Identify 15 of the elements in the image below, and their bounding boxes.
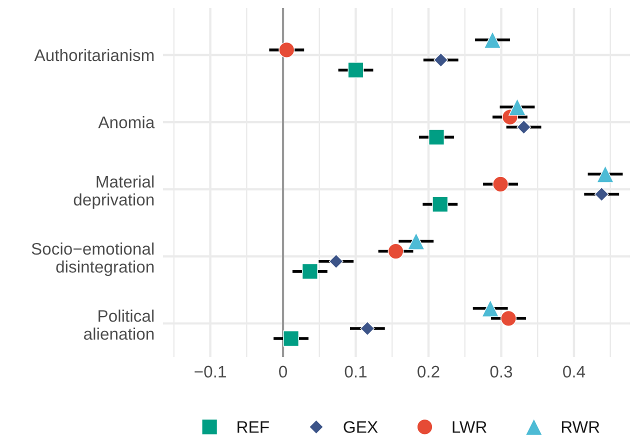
x-tick-label: 0 [279, 366, 288, 378]
legend-label: LWR [452, 421, 486, 433]
legend-label: RWR [562, 421, 600, 433]
legend-label: REF [238, 421, 269, 433]
x-tick-label: 0.3 [490, 366, 512, 378]
y-tick-label: Socio−emotional disintegration [32, 242, 154, 276]
x-tick-label: −0.1 [194, 366, 226, 378]
y-tick-label: Political alienation [84, 310, 154, 340]
legend-label: GEX [344, 421, 378, 433]
x-tick-label: 0.4 [563, 366, 586, 378]
y-tick-label: Authoritarianism [34, 48, 154, 62]
y-tick-label: Material deprivation [74, 175, 154, 209]
y-tick-label: Anomia [98, 116, 155, 128]
x-tick-label: 0.2 [418, 366, 440, 378]
x-tick-label: 0.1 [344, 366, 367, 378]
